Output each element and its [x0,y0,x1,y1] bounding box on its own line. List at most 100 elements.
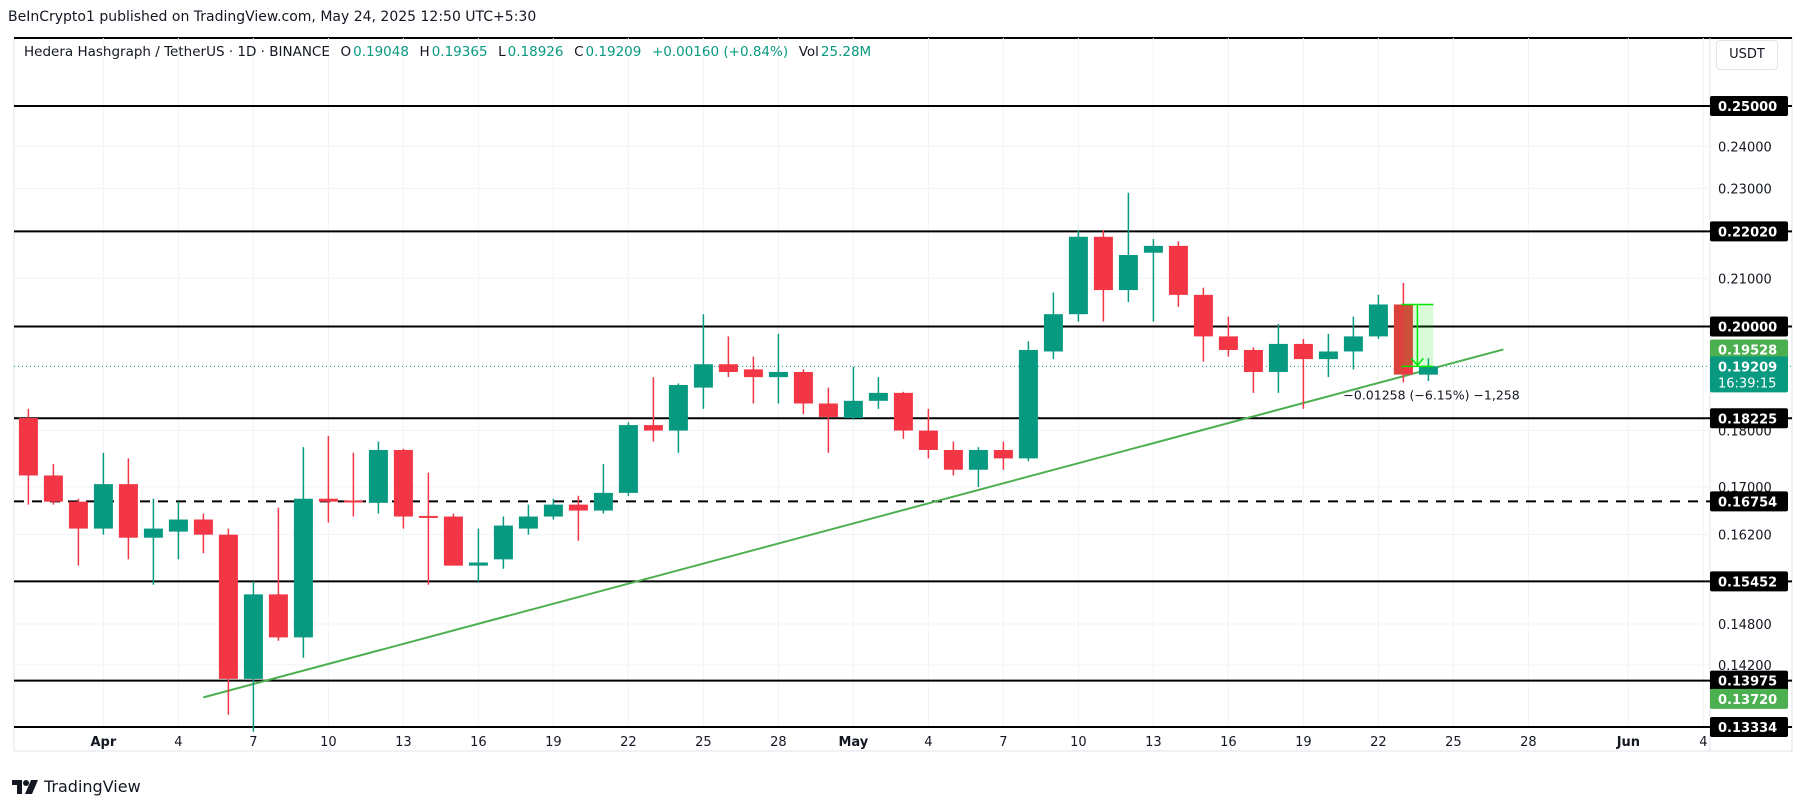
candle [643,377,663,442]
candle [1293,338,1313,409]
candle [1068,230,1088,322]
candle-body [1243,349,1263,372]
level-price-label-badge [1710,717,1788,738]
candle [568,495,588,541]
currency-button[interactable]: USDT [1716,40,1778,70]
candle [193,513,213,554]
candle-body [743,369,763,378]
time-tick-label: 7 [999,735,1007,750]
candle-body [568,504,588,511]
candle [243,581,263,732]
candle-body [1218,336,1238,350]
candle-body [793,371,813,404]
candle [1168,241,1188,307]
candle [593,464,613,514]
candle-body [418,515,438,518]
candle-body [293,498,313,638]
time-tick-label: 19 [1295,735,1312,750]
candle-body [618,425,638,493]
symbol-title[interactable]: Hedera Hashgraph / TetherUS · 1D · BINAN… [24,44,330,60]
candle-body [1393,304,1413,375]
level-price-label: 0.20000 [1718,320,1777,335]
price-tick-label: 0.14200 [1718,659,1772,674]
time-tick-label: 7 [249,735,257,750]
candle [1193,287,1213,362]
candle [993,441,1013,470]
level-price-label-badge [1710,408,1788,429]
candle [318,436,338,523]
candle [1368,294,1388,339]
candle-body [918,430,938,450]
candle-body [593,492,613,511]
level-price-label: 0.22020 [1718,225,1777,240]
candle-body [1268,343,1288,372]
candle [1218,316,1238,357]
time-tick-label: 25 [1445,735,1462,750]
time-tick-label: 28 [770,735,787,750]
volume-label: Vol [798,44,819,60]
close-label: C [574,44,584,60]
candle-body [1168,245,1188,295]
candle [843,366,863,420]
time-tick-label: Apr [91,735,117,750]
level-price-label: 0.16754 [1718,495,1777,510]
candle [618,422,638,496]
candle [1093,230,1113,322]
candle [768,333,788,404]
candle-body [1118,255,1138,291]
time-tick-label: 4 [924,735,932,750]
time-tick-label: 16 [1220,735,1237,750]
price-tick-label: 0.14800 [1718,618,1772,633]
candle [1268,323,1288,393]
level-price-label-badge [1710,221,1788,242]
candle [268,507,288,641]
level-price-label-badge [1710,491,1788,512]
last-price-label: 0.19209 [1718,360,1777,375]
candle-body [143,528,163,538]
candle-body [718,364,738,372]
time-tick-label: 10 [1070,735,1087,750]
time-tick-label: 13 [1145,735,1162,750]
candle-body [1043,314,1063,352]
time-tick-label: May [839,735,869,750]
price-tick-label: 0.24000 [1718,140,1772,155]
candle-body [543,504,563,517]
time-tick-label: 25 [695,735,712,750]
tradingview-logo[interactable]: TradingView [12,777,141,796]
candle [1118,192,1138,303]
low-label: L [498,44,506,60]
candle-body [343,500,363,503]
candle-body [868,392,888,401]
time-tick-label: 16 [470,735,487,750]
candle [793,369,813,415]
candle-body [1093,236,1113,291]
candle-body [943,449,963,470]
change-value: +0.00160 (+0.84%) [651,44,789,60]
candle [443,513,463,566]
candle [18,408,38,505]
close-value: 0.19209 [585,44,642,60]
candle-body [1018,349,1038,459]
candle-body [1068,236,1088,315]
candle [718,336,738,378]
publisher-caption: BeInCrypto1 published on TradingView.com… [8,9,537,25]
level-price-label: 0.13975 [1718,675,1777,690]
time-tick-label: 28 [1520,735,1537,750]
candle [518,504,538,535]
time-tick-label: 13 [395,735,412,750]
candle-body [193,519,213,535]
level-price-label: 0.18225 [1718,412,1777,427]
last-price-label-badge [1710,356,1788,393]
candle [943,441,963,476]
time-tick-label: 19 [545,735,562,750]
candle-body [893,392,913,431]
candle-body [268,594,288,638]
candle [68,498,88,566]
time-tick-label: 22 [620,735,637,750]
candle [293,447,313,658]
candle-body [1368,304,1388,337]
candle-body [243,594,263,679]
candle [1243,347,1263,393]
candle-body [843,400,863,419]
